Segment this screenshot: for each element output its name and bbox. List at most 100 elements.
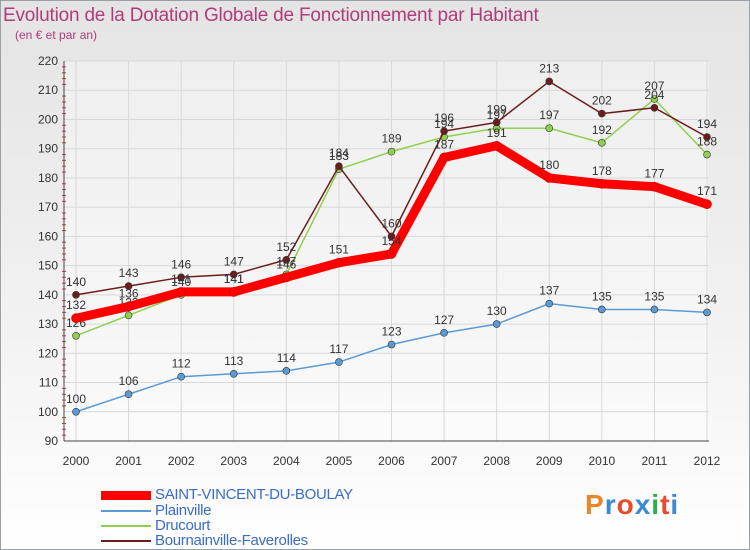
legend-swatch: [101, 510, 151, 512]
data-point: [703, 308, 711, 317]
x-tick-label: 2009: [536, 454, 563, 468]
data-label: 146: [276, 257, 296, 271]
data-label: 177: [644, 167, 664, 181]
legend-item-saint-vincent: SAINT-VINCENT-DU-BOULAY: [101, 486, 431, 503]
y-tick-label: 100: [38, 405, 58, 419]
data-label: 137: [539, 284, 559, 298]
data-point: [72, 407, 80, 416]
data-label: 196: [434, 111, 454, 125]
data-label: 151: [329, 243, 349, 257]
data-label: 143: [119, 266, 139, 280]
data-label: 132: [66, 298, 86, 312]
data-point: [124, 311, 133, 320]
legend-item-bournainville: Bournainville-Faverolles: [101, 532, 431, 549]
y-tick-label: 90: [45, 434, 59, 448]
y-tick-label: 170: [38, 200, 58, 214]
data-point: [282, 255, 291, 264]
data-label: 213: [539, 61, 559, 75]
data-point: [124, 282, 133, 290]
y-tick-label: 200: [38, 112, 58, 126]
y-tick-label: 210: [38, 83, 58, 97]
data-point: [650, 95, 659, 103]
data-label: 146: [171, 257, 191, 271]
x-tick-label: 2008: [483, 454, 510, 468]
data-point: [387, 232, 396, 241]
x-tick-label: 2002: [168, 454, 195, 468]
x-tick-label: 2001: [115, 454, 142, 468]
data-point: [335, 162, 343, 171]
x-tick-label: 2011: [642, 454, 668, 468]
data-label: 207: [644, 79, 664, 93]
data-label: 183: [329, 149, 349, 163]
data-point: [229, 270, 238, 279]
data-point: [228, 287, 239, 297]
data-label: 112: [172, 357, 191, 371]
data-label: 187: [434, 137, 454, 151]
data-label: 178: [592, 164, 612, 178]
data-point: [282, 367, 291, 375]
chart-subtitle: (en € et par an): [15, 28, 98, 42]
data-point: [545, 77, 554, 86]
legend-label: Drucourt: [155, 517, 211, 534]
data-label: 135: [644, 289, 664, 303]
logo-letter: o: [616, 489, 635, 520]
y-tick-label: 160: [38, 229, 58, 243]
y-tick-label: 180: [38, 171, 58, 185]
legend-swatch: [101, 540, 151, 542]
data-point: [649, 181, 660, 192]
data-point: [124, 390, 133, 399]
data-label: 202: [592, 94, 612, 108]
data-point: [545, 124, 554, 133]
data-label: 199: [487, 102, 507, 116]
x-tick-label: 2006: [378, 454, 405, 468]
logo-letter: P: [585, 489, 605, 520]
data-point: [598, 109, 606, 118]
data-label: 192: [592, 123, 612, 137]
data-label: 141: [171, 272, 191, 286]
data-point: [439, 152, 449, 163]
logo-letter: i: [651, 489, 661, 520]
y-tick-label: 150: [38, 259, 58, 273]
logo-letter: i: [670, 489, 680, 520]
y-tick-label: 190: [38, 142, 58, 156]
data-point: [545, 299, 554, 308]
x-tick-label: 2000: [63, 454, 90, 468]
data-label: 140: [66, 275, 86, 289]
data-point: [386, 249, 397, 259]
data-point: [177, 372, 185, 381]
data-label: 180: [539, 158, 559, 172]
proxiti-logo: Proxiti: [585, 489, 679, 521]
legend-item-drucourt: Drucourt: [101, 517, 431, 534]
data-label: 106: [119, 374, 139, 388]
logo-letter: t: [660, 489, 671, 520]
data-label: 171: [697, 184, 717, 198]
data-point: [440, 329, 448, 337]
x-tick-label: 2003: [220, 454, 247, 468]
legend-item-plainville: Plainville: [101, 502, 431, 519]
legend-swatch: [101, 525, 151, 527]
data-label: 130: [487, 304, 507, 318]
data-label: 197: [539, 108, 559, 122]
data-label: 136: [119, 287, 139, 301]
data-label: 154: [381, 234, 401, 248]
data-point: [491, 140, 502, 151]
data-point: [71, 313, 81, 324]
data-label: 184: [329, 146, 349, 160]
data-label: 194: [434, 117, 454, 131]
x-tick-label: 2007: [431, 454, 458, 468]
data-point: [387, 147, 396, 156]
data-label: 117: [329, 342, 348, 356]
data-point: [335, 358, 343, 366]
data-point: [440, 127, 448, 135]
y-tick-label: 120: [38, 346, 58, 360]
legend-label: Plainville: [155, 502, 212, 519]
data-label: 127: [434, 313, 454, 327]
data-point: [650, 103, 659, 112]
data-point: [703, 133, 711, 141]
data-point: [702, 199, 712, 210]
data-label: 152: [276, 240, 296, 254]
data-label: 134: [697, 292, 717, 306]
data-point: [650, 305, 659, 314]
data-label: 114: [277, 351, 296, 365]
data-point: [281, 272, 292, 283]
